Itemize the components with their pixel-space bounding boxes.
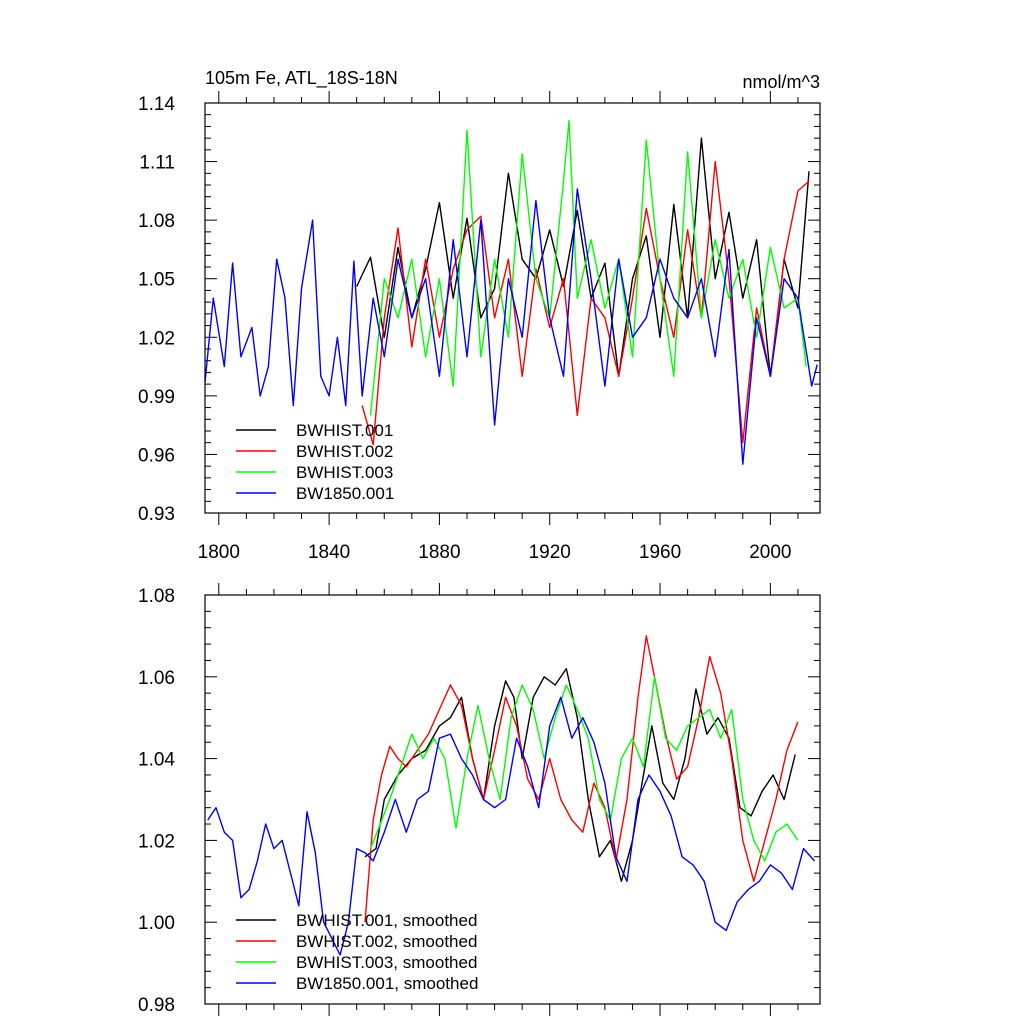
bottom-chart-panel: 0.98 1.00 1.02 1.04 1.06 1.08 BWHIST.001, smo… bbox=[138, 583, 821, 1016]
top-chart-panel: 105m Fe, ATL_18S-18N nmol/m^3 0.930.960.… bbox=[138, 68, 821, 563]
top-plot-frame bbox=[204, 102, 821, 514]
bottom-y-tick-label: 1.02 bbox=[138, 831, 175, 852]
bottom-series-line-2 bbox=[364, 635, 799, 923]
top-y-tick-label: 0.99 bbox=[138, 387, 175, 408]
bottom-series-line-1 bbox=[364, 667, 796, 882]
bottom-y-tick-label: 1.00 bbox=[138, 913, 175, 934]
top-x-tick-label: 1880 bbox=[418, 542, 460, 563]
top-series-line-1 bbox=[356, 137, 810, 377]
top-y-tick-label: 0.93 bbox=[138, 504, 175, 525]
bottom-legend: BWHIST.001, smoothed BWHIST.002, smoothed… bbox=[236, 911, 478, 993]
top-y-tick-label: 1.14 bbox=[138, 94, 175, 115]
top-legend-label: BWHIST.002 bbox=[296, 442, 393, 461]
bottom-axis-ticks: 0.98 1.00 1.02 1.04 1.06 1.08 bbox=[138, 583, 820, 1016]
top-legend-label: BWHIST.003 bbox=[296, 463, 393, 482]
top-y-tick-label: 0.96 bbox=[138, 445, 175, 466]
top-series-line-4 bbox=[204, 188, 818, 465]
top-x-tick-label: 1800 bbox=[198, 542, 240, 563]
bottom-series-lines bbox=[207, 635, 816, 956]
bottom-y-tick-label: 1.08 bbox=[138, 586, 175, 607]
bottom-y-tick-label: 0.98 bbox=[138, 995, 175, 1016]
bottom-legend-label: BW1850.001, smoothed bbox=[296, 974, 478, 993]
bottom-y-tick-label: 1.06 bbox=[138, 668, 175, 689]
top-chart-title: 105m Fe, ATL_18S-18N bbox=[205, 68, 398, 89]
top-legend-label: BWHIST.001 bbox=[296, 421, 393, 440]
top-series-line-3 bbox=[369, 119, 807, 416]
bottom-series-line-4 bbox=[207, 696, 816, 956]
top-axis-ticks: 0.93 0.96 0.99 1.02 1.05 1.08 1.11 1.14 1800 1840… bbox=[138, 91, 820, 563]
bottom-plot-frame bbox=[204, 594, 821, 1005]
bottom-series-line-3 bbox=[369, 676, 799, 862]
top-y-tick-label: 1.11 bbox=[139, 153, 175, 174]
top-legend-label: BW1850.001 bbox=[296, 484, 394, 503]
top-y-tick-label: 1.02 bbox=[138, 328, 175, 349]
bottom-legend-label: BWHIST.002, smoothed bbox=[296, 932, 477, 951]
top-y-tick-label: 1.05 bbox=[138, 270, 175, 291]
top-legend: BWHIST.001 BWHIST.002 BWHIST.003 BW1850.001 bbox=[236, 421, 394, 503]
top-series-lines bbox=[204, 119, 818, 465]
bottom-legend-label: BWHIST.001, smoothed bbox=[296, 911, 477, 930]
top-x-tick-label: 1840 bbox=[308, 542, 350, 563]
top-y-tick-label: 1.08 bbox=[138, 211, 175, 232]
top-x-tick-label: 1920 bbox=[529, 542, 571, 563]
bottom-y-tick-label: 1.04 bbox=[138, 750, 175, 771]
bottom-legend-label: BWHIST.003, smoothed bbox=[296, 953, 477, 972]
top-x-tick-label: 1960 bbox=[639, 542, 681, 563]
top-chart-units: nmol/m^3 bbox=[743, 72, 820, 92]
top-x-tick-label: 2000 bbox=[749, 542, 791, 563]
